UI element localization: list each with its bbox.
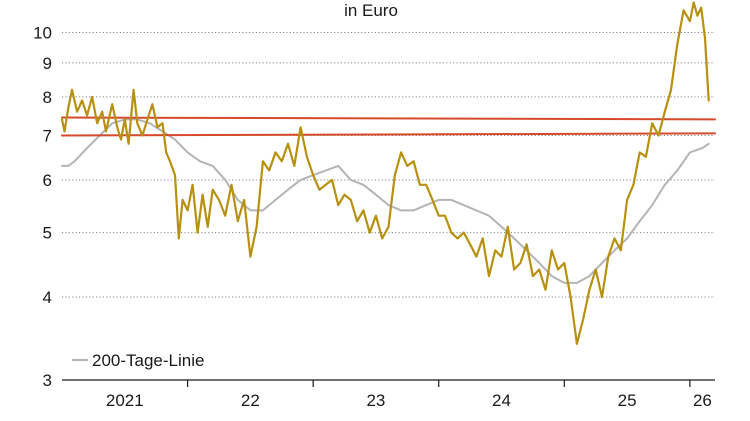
y-tick-label: 5 <box>43 224 52 243</box>
series-layer <box>60 1 716 345</box>
y-tick-label: 4 <box>43 288 52 307</box>
x-tick-label: 2021 <box>106 391 144 410</box>
x-tick-label: 25 <box>618 391 637 410</box>
x-tick-label: 24 <box>492 391 511 410</box>
series-line-ma200 <box>61 118 710 284</box>
x-tick-label: 23 <box>366 391 385 410</box>
series-line-trendline-lower <box>61 132 716 137</box>
x-axis: 2021 22 23 24 25 26 <box>62 379 715 410</box>
x-tick-label: 26 <box>693 391 712 410</box>
legend: 200-Tage-Linie <box>72 351 204 370</box>
y-axis-ticks: 3 4 5 6 7 8 9 10 <box>33 24 52 390</box>
legend-label-ma200: 200-Tage-Linie <box>92 351 204 370</box>
y-tick-label: 8 <box>43 88 52 107</box>
y-tick-label: 7 <box>43 126 52 145</box>
series-line-trendline-upper <box>61 116 716 121</box>
grid-lines <box>62 32 715 298</box>
y-tick-label: 10 <box>33 24 52 43</box>
y-tick-label: 6 <box>43 171 52 190</box>
y-tick-label: 3 <box>43 371 52 390</box>
y-tick-label: 9 <box>43 54 52 73</box>
chart-subtitle: in Euro <box>344 1 398 20</box>
x-tick-label: 22 <box>241 391 260 410</box>
series-line-price <box>60 1 710 345</box>
